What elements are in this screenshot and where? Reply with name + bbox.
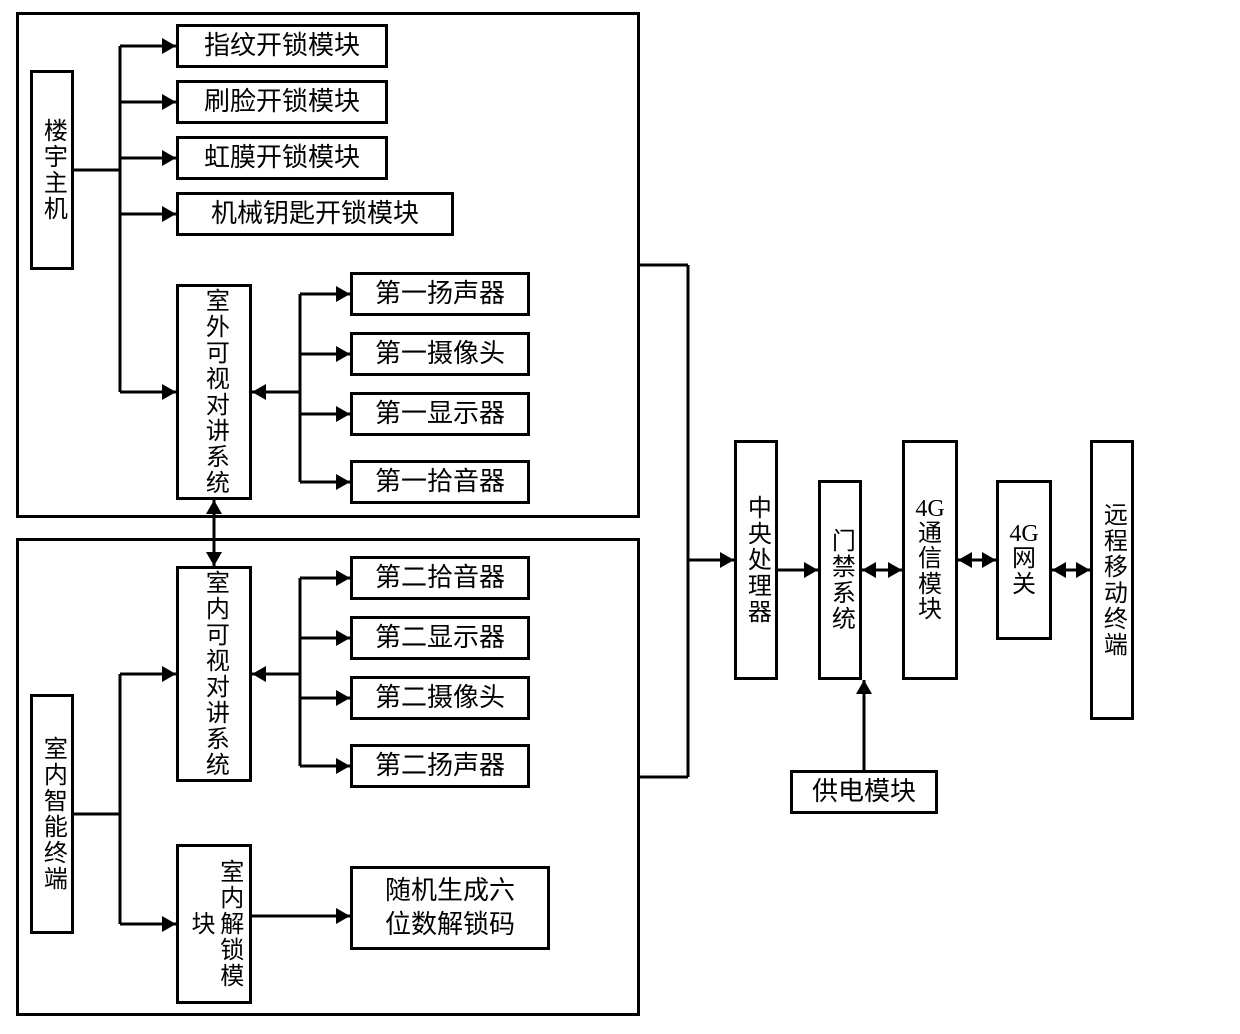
node-random_code: 随机生成六位数解锁码 [350, 866, 550, 950]
node-cam1: 第一摄像头 [350, 332, 530, 376]
node-spk2: 第二扬声器 [350, 744, 530, 788]
node-disp2: 第二显示器 [350, 616, 530, 660]
node-mic1: 第一拾音器 [350, 460, 530, 504]
node-gw4g: 4G网关 [996, 480, 1052, 640]
node-indoor_unlock: 室内解锁模块 [176, 844, 252, 1004]
node-access_sys: 门禁系统 [818, 480, 862, 680]
node-remote_terminal: 远程移动终端 [1090, 440, 1134, 720]
node-mech_key: 机械钥匙开锁模块 [176, 192, 454, 236]
node-iris: 虹膜开锁模块 [176, 136, 388, 180]
node-power: 供电模块 [790, 770, 938, 814]
node-indoor_terminal: 室内智能终端 [30, 694, 74, 934]
node-building_host: 楼宇主机 [30, 70, 74, 270]
node-outdoor_intercom: 室外可视对讲系统 [176, 284, 252, 500]
node-disp1: 第一显示器 [350, 392, 530, 436]
node-spk1: 第一扬声器 [350, 272, 530, 316]
node-mic2: 第二拾音器 [350, 556, 530, 600]
node-fingerprint: 指纹开锁模块 [176, 24, 388, 68]
node-indoor_intercom: 室内可视对讲系统 [176, 566, 252, 782]
node-comm4g: 4G通信模块 [902, 440, 958, 680]
node-face: 刷脸开锁模块 [176, 80, 388, 124]
node-cpu: 中央处理器 [734, 440, 778, 680]
node-cam2: 第二摄像头 [350, 676, 530, 720]
